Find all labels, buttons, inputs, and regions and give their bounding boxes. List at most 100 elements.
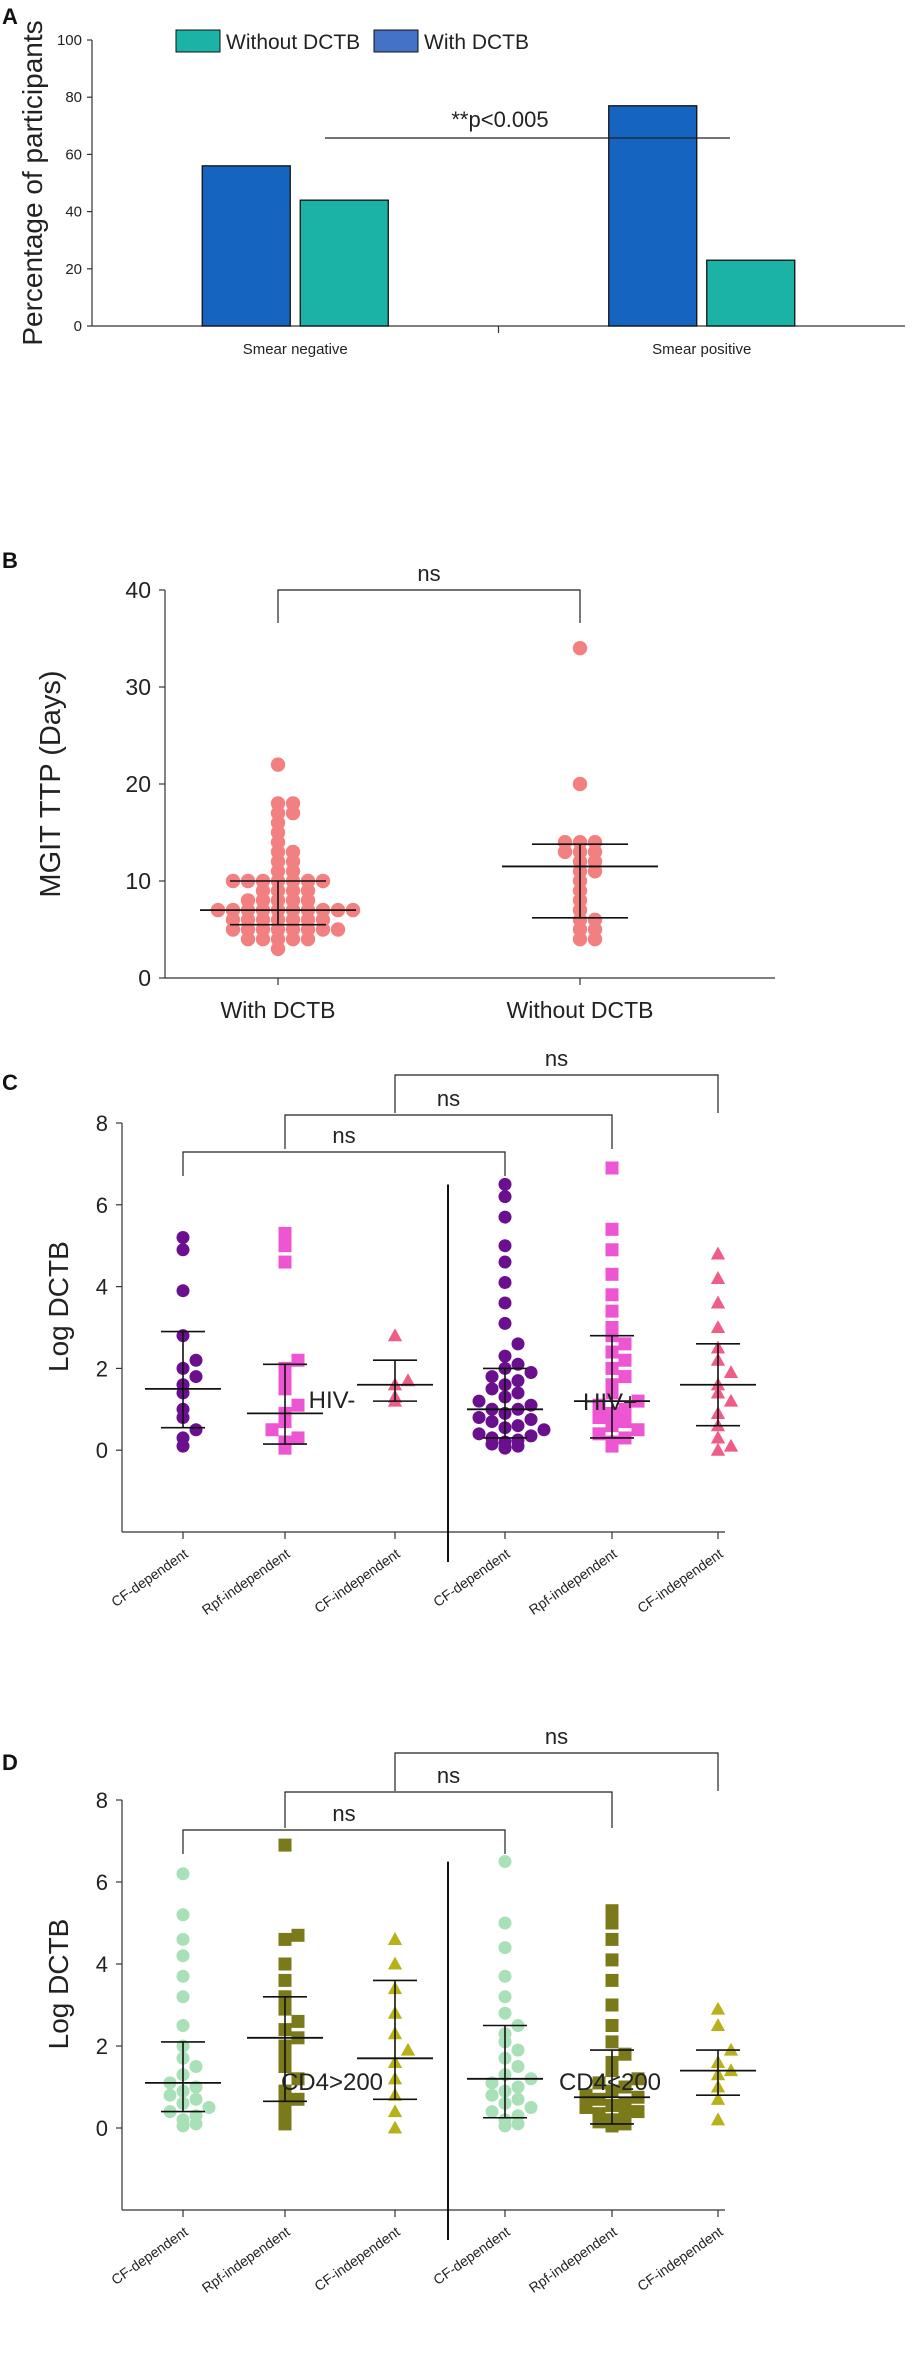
data-point-cf-independent-group2	[710, 2112, 726, 2126]
data-point-cf-dependent-group2	[498, 1190, 512, 1204]
data-point-cf-dependent-group2	[511, 1386, 525, 1400]
comparison-ns-label: ns	[417, 561, 440, 586]
data-point-cf-dependent-group2	[498, 2113, 512, 2127]
data-point-cf-independent-group1	[387, 1328, 403, 1342]
data-point-rpf-independent-group2	[605, 1288, 619, 1302]
data-point-rpf-independent-group1	[278, 2096, 292, 2110]
data-point-cf-dependent-group2	[511, 2043, 525, 2057]
data-point-cf-independent-group2	[723, 1438, 739, 1452]
data-point-rpf-independent-group2	[631, 2105, 645, 2119]
x-category-label: Rpf-independent	[199, 1545, 293, 1618]
data-point-cf-dependent-group1	[163, 2088, 177, 2102]
data-point-cf-independent-group1	[387, 1931, 403, 1945]
bar-smear-positive-with-dctb	[608, 105, 698, 327]
data-point-cf-independent-group2	[710, 1442, 726, 1456]
data-point-rpf-independent-group2	[605, 1904, 619, 1918]
legend-swatch-without-dctb	[175, 29, 221, 53]
data-point-cf-independent-group1	[387, 1956, 403, 1970]
y-tick-label: 4	[96, 1952, 108, 1977]
data-point-cf-independent-group2	[723, 1365, 739, 1379]
x-category-label: CF-independent	[311, 1545, 403, 1616]
x-category-label: Smear negative	[243, 341, 348, 358]
data-point-cf-dependent-group1	[176, 1231, 190, 1245]
data-point-cf-dependent-group2	[511, 1433, 525, 1447]
data-point-cf-independent-group2	[710, 2018, 726, 2032]
data-point-cf-dependent-group1	[176, 1949, 190, 1963]
data-point-cf-dependent-group2	[485, 1415, 499, 1429]
data-point-cf-dependent-group2	[511, 2060, 525, 2073]
data-point-cf-dependent-group2	[498, 1177, 512, 1191]
data-point-rpf-independent-group2	[605, 1932, 619, 1946]
y-tick-label: 10	[125, 868, 151, 894]
x-category-label: CF-independent	[634, 1545, 726, 1616]
data-point-without-dctb	[557, 835, 573, 850]
x-category-label: CF-dependent	[108, 1545, 191, 1610]
x-category-label: Without DCTB	[507, 997, 654, 1023]
data-point-rpf-independent-group2	[605, 1267, 619, 1281]
data-point-cf-dependent-group2	[498, 1916, 512, 1930]
data-point-cf-independent-group2	[710, 1295, 726, 1309]
y-tick-label: 80	[65, 89, 82, 106]
bar-smear-positive-without-dctb	[706, 259, 796, 327]
data-point-rpf-independent-group2	[618, 1353, 632, 1367]
y-tick-label: 8	[96, 1111, 108, 1136]
significance-label: **p<0.005	[451, 107, 548, 132]
x-category-label: CF-dependent	[430, 2223, 513, 2288]
data-point-cf-dependent-group2	[511, 1419, 525, 1433]
data-point-cf-dependent-group2	[524, 1413, 538, 1427]
x-category-label: CF-independent	[634, 2223, 726, 2294]
data-point-rpf-independent-group2	[592, 1427, 606, 1441]
data-point-cf-dependent-group2	[485, 1370, 499, 1384]
comparison-ns-3-bracket	[394, 1074, 719, 1113]
data-point-rpf-independent-group2	[605, 1243, 619, 1257]
x-category-label: CF-dependent	[108, 2223, 191, 2288]
data-point-without-dctb	[572, 641, 588, 656]
data-point-cf-dependent-group1	[189, 1370, 203, 1384]
data-point-rpf-independent-group2	[605, 1916, 619, 1930]
data-point-cf-dependent-group2	[498, 1435, 512, 1449]
data-point-cf-dependent-group2	[498, 1349, 512, 1363]
data-point-with-dctb	[330, 922, 346, 937]
data-point-rpf-independent-group1	[278, 1255, 292, 1269]
panel-letter-a: A	[2, 4, 18, 29]
x-category-label: With DCTB	[221, 997, 336, 1023]
comparison-ns-1-bracket	[182, 1151, 506, 1176]
data-point-cf-dependent-group2	[472, 1427, 486, 1441]
y-tick-label: 30	[125, 674, 151, 700]
data-point-rpf-independent-group2	[618, 2096, 632, 2110]
x-category-label: Rpf-independent	[199, 2223, 293, 2296]
data-point-cf-dependent-group2	[485, 2105, 499, 2119]
data-point-cf-dependent-group1	[176, 1243, 190, 1257]
data-point-cf-dependent-group2	[472, 1394, 486, 1408]
data-point-rpf-independent-group2	[618, 1402, 632, 1416]
data-point-cf-independent-group2	[710, 2091, 726, 2105]
data-point-cf-dependent-group1	[176, 2113, 190, 2127]
bar-smear-negative-with-dctb	[201, 165, 291, 327]
data-point-rpf-independent-group1	[291, 1928, 305, 1942]
data-point-cf-dependent-group2	[537, 1423, 551, 1437]
x-category-label: Rpf-independent	[526, 2223, 620, 2296]
data-point-rpf-independent-group2	[592, 2076, 606, 2090]
data-point-rpf-independent-group1	[278, 1239, 292, 1253]
data-point-rpf-independent-group1	[291, 2072, 305, 2086]
data-point-cf-independent-group2	[723, 2042, 739, 2056]
data-point-cf-dependent-group1	[189, 1353, 203, 1367]
legend-label-without-dctb: Without DCTB	[226, 31, 360, 54]
data-point-cf-dependent-group2	[524, 1429, 538, 1443]
data-point-cf-dependent-group1	[189, 2092, 203, 2106]
comparison-ns-1-bracket	[182, 1829, 506, 1854]
group-label-cd4-200: CD4<200	[559, 2069, 661, 2096]
data-point-cf-dependent-group2	[498, 1316, 512, 1330]
data-point-cf-dependent-group1	[176, 1990, 190, 2004]
data-point-cf-dependent-group1	[202, 2101, 216, 2114]
y-tick-label: 40	[65, 204, 82, 221]
y-tick-label: 2	[96, 1356, 108, 1381]
y-tick-label: 0	[96, 1438, 108, 1463]
y-tick-label: 40	[125, 577, 151, 603]
comparison-ns-3-bracket	[394, 1752, 719, 1791]
comparison-ns-1-label: ns	[332, 1123, 355, 1148]
data-point-rpf-independent-group2	[618, 2080, 632, 2094]
data-point-rpf-independent-group1	[291, 2092, 305, 2106]
data-point-rpf-independent-group2	[631, 1423, 645, 1437]
